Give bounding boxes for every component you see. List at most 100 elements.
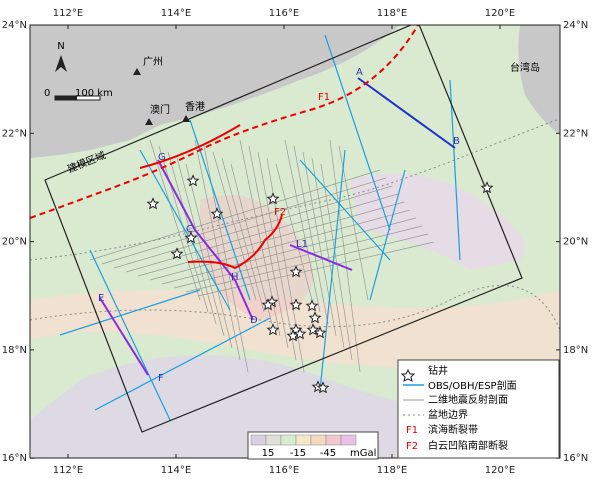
profile-label: C [186, 224, 193, 235]
profile-ef [99, 297, 149, 376]
well [186, 174, 200, 187]
axes: 112°E 112°E 114°E 114°E 116°E 116°E 118°E 118°E… [2, 8, 588, 476]
colorbar-tick: -15 [290, 448, 306, 459]
well [289, 265, 303, 278]
profile-label: E [98, 293, 104, 304]
seismic-line [101, 177, 387, 265]
lat-label: 22°N [563, 128, 588, 139]
well [170, 247, 184, 260]
lon-label: 118°E [377, 8, 407, 19]
seismic-line [161, 217, 417, 285]
well [261, 298, 275, 311]
legend-symbol [400, 368, 416, 382]
seismic-line [257, 151, 297, 361]
well [313, 326, 327, 339]
seismic-line [173, 225, 423, 289]
lat-label: 18°N [2, 345, 27, 356]
basin-boundary [30, 118, 560, 261]
seismic-line [149, 209, 411, 281]
legend-label: OBS/OBH/ESP剖面 [428, 379, 517, 392]
lat-label: 22°N [2, 128, 27, 139]
fault-label: F2 [274, 207, 286, 218]
scale-label: 0 [44, 88, 50, 99]
lat-label: 20°N [563, 237, 588, 248]
well [305, 299, 319, 312]
well [480, 181, 494, 194]
profile-labels: A B C D E F G H L1 [98, 67, 460, 384]
scale-bar [55, 96, 77, 100]
obs-line [59, 289, 201, 336]
well [266, 192, 280, 205]
lon-label: 118°E [377, 465, 407, 476]
seismic-line [149, 139, 201, 301]
well [316, 381, 330, 394]
seismic-line [212, 151, 257, 301]
lat-label: 24°N [2, 20, 27, 31]
seismic-line [302, 151, 337, 337]
place-label: 广州 [143, 56, 163, 68]
fault-f1-solid [139, 124, 241, 169]
seismic-line [113, 185, 393, 269]
obs-line [324, 34, 391, 231]
seismic-line [293, 145, 329, 325]
scale-label: 100 km [75, 88, 113, 99]
profile-label: B [453, 136, 460, 147]
well [184, 231, 198, 244]
seismic-line [230, 163, 273, 325]
obs-line [299, 159, 391, 261]
fault-f1 [30, 25, 419, 219]
gravity-anomaly [350, 173, 525, 270]
profile-label: L1 [296, 239, 308, 250]
well [289, 298, 303, 311]
north-arrow [55, 55, 67, 72]
legend-label: 钻井 [428, 364, 448, 377]
city-marker [133, 68, 190, 125]
colorbar-tick: 15 [262, 448, 275, 459]
seismic-line [275, 163, 313, 301]
obs-line [139, 149, 231, 311]
obs-lines [59, 34, 461, 421]
lon-label: 114°E [161, 8, 191, 19]
lat-label: 20°N [2, 237, 27, 248]
seismic-line [284, 139, 321, 313]
well [266, 323, 280, 336]
lon-label: 114°E [161, 465, 191, 476]
colorbar-swatch [310, 434, 327, 446]
obs-line [449, 79, 461, 261]
legend-label: 滨海断裂带 [428, 423, 478, 436]
legend-label: 二维地震反射剖面 [428, 393, 508, 406]
seismic-line [194, 139, 241, 361]
seismic-line [320, 163, 353, 361]
wells [146, 174, 494, 394]
fault-label: F1 [318, 92, 330, 103]
colorbar-swatch [265, 434, 282, 446]
seismic-line [125, 193, 399, 273]
land [518, 25, 560, 135]
legend-label: F1 [406, 425, 418, 436]
legend-box [397, 359, 560, 459]
lat-label: 18°N [563, 345, 588, 356]
profile-label: G [158, 152, 166, 163]
lon-label: 116°E [269, 465, 299, 476]
lat-label: 16°N [563, 453, 588, 464]
lon-label: 120°E [485, 465, 515, 476]
lon-label: 112°E [53, 8, 83, 19]
seismic-line [158, 145, 209, 313]
legend-label: 盆地边界 [428, 408, 468, 421]
obs-line [369, 169, 406, 301]
lon-label: 116°E [269, 8, 299, 19]
place-label: 香港 [185, 101, 205, 113]
colorbar-swatch [250, 434, 267, 446]
colorbar-swatch [340, 434, 357, 446]
well [210, 207, 224, 220]
well [146, 197, 160, 210]
profile-label: H [231, 272, 239, 283]
legend-label: F2 [406, 441, 418, 452]
colorbar-swatch [280, 434, 297, 446]
model-area [44, 25, 523, 433]
obs-line [94, 317, 271, 411]
obs-line [319, 149, 346, 391]
seismic-line [338, 145, 369, 301]
seismic-line [221, 157, 265, 313]
